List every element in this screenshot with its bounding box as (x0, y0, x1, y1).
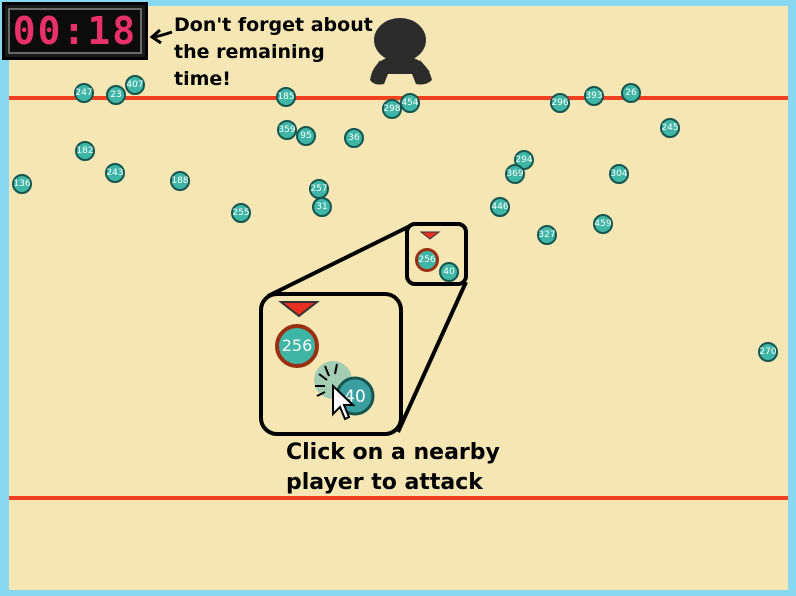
player-token-label: 31 (316, 201, 328, 212)
player-token[interactable]: 393 (584, 86, 604, 106)
attack-hint-line1: Click on a nearby (286, 440, 500, 465)
player-token[interactable]: 31 (312, 197, 332, 217)
player-token-label: 393 (585, 90, 603, 101)
player-token-label: 298 (383, 103, 401, 114)
player-token-label: 255 (232, 207, 250, 218)
player-token[interactable]: 454 (400, 93, 420, 113)
player-token[interactable]: 255 (231, 203, 251, 223)
player-token-label: 359 (278, 124, 296, 135)
player-token[interactable]: 26 (621, 83, 641, 103)
player-token-label: 459 (594, 218, 612, 229)
player-token-label: 26 (625, 87, 637, 98)
timer-hint: Don't forget about the remaining time! (174, 12, 374, 93)
player-token-label: 257 (310, 183, 328, 194)
bottom-boundary-line (9, 496, 788, 500)
player-token[interactable]: 95 (296, 126, 316, 146)
player-token[interactable]: 245 (660, 118, 680, 138)
timer-hint-line2: the remaining (174, 41, 325, 63)
player-token-label: 454 (401, 97, 419, 108)
attack-hint: Click on a nearby player to attack (286, 438, 526, 498)
timer-hint-line1: Don't forget about (174, 14, 373, 36)
ally-player-small-label: 40 (443, 266, 455, 277)
player-token-label: 296 (551, 97, 569, 108)
countdown-timer: 00:18 (2, 2, 148, 60)
player-token[interactable]: 270 (758, 342, 778, 362)
player-token-label: 23 (110, 89, 122, 100)
player-token[interactable]: 359 (277, 120, 297, 140)
player-token-label: 270 (759, 346, 777, 357)
player-token[interactable]: 407 (125, 75, 145, 95)
target-player-large[interactable]: 256 (275, 324, 319, 368)
player-token[interactable]: 243 (105, 163, 125, 183)
player-token-label: 245 (661, 122, 679, 133)
zoom-magnified-box: 40 256 (259, 292, 403, 436)
player-token-label: 247 (75, 87, 93, 98)
player-token[interactable]: 327 (537, 225, 557, 245)
player-token-label: 369 (506, 168, 524, 179)
player-token[interactable]: 23 (106, 85, 126, 105)
top-boundary-line (9, 96, 788, 100)
player-token[interactable]: 182 (75, 141, 95, 161)
player-token[interactable]: 257 (309, 179, 329, 199)
ally-player-small[interactable]: 40 (439, 262, 459, 282)
player-token-label: 188 (171, 175, 189, 186)
player-token[interactable]: 188 (170, 171, 190, 191)
player-token[interactable]: 298 (382, 99, 402, 119)
player-token-label: 407 (126, 79, 144, 90)
target-player-small[interactable]: 256 (415, 248, 439, 272)
player-token[interactable]: 296 (550, 93, 570, 113)
player-token-label: 327 (538, 229, 556, 240)
player-token[interactable]: 304 (609, 164, 629, 184)
opponent-silhouette-icon (370, 18, 432, 85)
zoom-source-box: 256 40 (405, 222, 468, 286)
player-token-label: 182 (76, 145, 94, 156)
attack-hint-line2: player to attack (286, 470, 483, 495)
player-token-label: 95 (300, 130, 312, 141)
player-token[interactable]: 446 (490, 197, 510, 217)
player-token-label: 243 (106, 167, 124, 178)
timer-hint-line3: time! (174, 68, 231, 90)
player-token[interactable]: 36 (344, 128, 364, 148)
player-token[interactable]: 185 (276, 87, 296, 107)
player-token[interactable]: 459 (593, 214, 613, 234)
target-player-large-label: 256 (281, 336, 313, 355)
target-player-small-label: 256 (418, 254, 436, 265)
timer-display: 00:18 (12, 9, 138, 53)
player-token[interactable]: 369 (505, 164, 525, 184)
player-token[interactable]: 247 (74, 83, 94, 103)
player-token-label: 36 (348, 132, 360, 143)
player-token-label: 185 (277, 91, 295, 102)
player-token-label: 136 (13, 178, 31, 189)
player-token-label: 446 (491, 201, 509, 212)
player-token-label: 304 (610, 168, 628, 179)
player-token-label: 294 (515, 154, 533, 165)
player-token[interactable]: 136 (12, 174, 32, 194)
